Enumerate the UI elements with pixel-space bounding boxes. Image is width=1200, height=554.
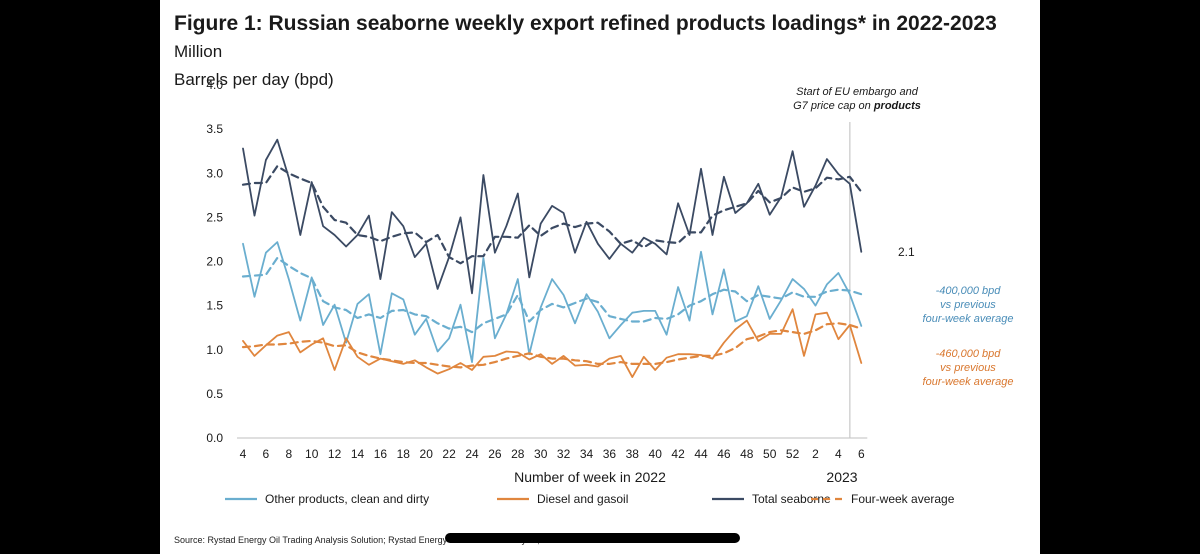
y-tick-label: 0.5	[206, 387, 223, 401]
legend-label: Other products, clean and dirty	[265, 492, 429, 506]
title-unit-part2: Barrels per day (bpd)	[174, 70, 334, 89]
series-four-week-average-diesel	[241, 322, 863, 369]
x-tick-label: 42	[671, 447, 685, 461]
x-tick-label: 6	[858, 447, 865, 461]
x-tick-label: 14	[351, 447, 365, 461]
diesel-note-line1: -460,000 bpd	[935, 348, 1001, 360]
x-tick-label: 8	[285, 447, 292, 461]
other-note-line1: -400,000 bpd	[935, 285, 1001, 297]
diesel-note-line2: vs previous	[940, 362, 996, 374]
x-tick-label: 4	[240, 447, 247, 461]
series-four-week-average-other-products	[241, 256, 863, 334]
series-other-products-clean-and-dirty	[242, 241, 863, 364]
y-tick-label: 4.0	[206, 78, 223, 92]
source-note: Source: Rystad Energy Oil Trading Analys…	[174, 535, 573, 545]
x-tick-label: 48	[740, 447, 754, 461]
x-tick-label: 28	[511, 447, 525, 461]
x-tick-label: 34	[580, 447, 594, 461]
y-tick-label: 1.0	[206, 343, 223, 357]
series-four-week-average-total-seaborne	[241, 165, 863, 265]
x-tick-label: 38	[626, 447, 640, 461]
embargo-line2-bold: products	[873, 100, 921, 112]
other-products-change-note: -400,000 bpd vs previous four-week avera…	[908, 284, 1028, 326]
legend-label: Four-week average	[851, 492, 955, 506]
x-tick-label: 6	[263, 447, 270, 461]
y-tick-label: 3.5	[206, 122, 223, 136]
legend-label: Total seaborne	[752, 492, 831, 506]
x-tick-label: 18	[397, 447, 411, 461]
x-tick-label: 12	[328, 447, 342, 461]
x-tick-label: 20	[420, 447, 434, 461]
legend: Other products, clean and dirty Diesel an…	[225, 492, 955, 506]
other-note-line2: vs previous	[940, 299, 996, 311]
series-total-seaborne	[242, 138, 863, 295]
x-tick-label: 52	[786, 447, 800, 461]
x-tick-label: 30	[534, 447, 548, 461]
x-tick-label: 44	[694, 447, 708, 461]
x-tick-label: 10	[305, 447, 319, 461]
redaction-bar	[445, 533, 740, 543]
x-tick-label: 16	[374, 447, 388, 461]
y-tick-label: 0.0	[206, 431, 223, 445]
x-tick-label: 40	[649, 447, 663, 461]
x-tick-label: 2	[812, 447, 819, 461]
y-tick-label: 3.0	[206, 166, 223, 180]
x-tick-label: 32	[557, 447, 571, 461]
figure-title: Figure 1: Russian seaborne weekly export…	[174, 10, 1034, 93]
series-group	[241, 138, 863, 379]
diesel-note-line3: four-week average	[922, 376, 1014, 388]
title-main: Figure 1: Russian seaborne weekly export…	[174, 12, 997, 35]
diesel-change-note: -460,000 bpd vs previous four-week avera…	[908, 347, 1028, 389]
x-axis-title: Number of week in 2022	[514, 469, 666, 485]
total-end-value-label: 2.1	[898, 245, 915, 259]
x-tick-label: 50	[763, 447, 777, 461]
embargo-annotation: Start of EU embargo and G7 price cap on …	[772, 85, 942, 113]
x-tick-label: 24	[465, 447, 479, 461]
title-unit-part1: Million	[174, 42, 223, 61]
y-tick-label: 2.0	[206, 255, 223, 269]
series-diesel-and-gasoil	[242, 308, 863, 379]
x-tick-label: 46	[717, 447, 731, 461]
x-tick-label: 22	[442, 447, 456, 461]
y-tick-label: 2.5	[206, 210, 223, 224]
embargo-line2-pre: G7 price cap on	[793, 100, 871, 112]
y-axis-ticks: 0.0 0.5 1.0 1.5 2.0 2.5 3.0 3.5 4.0	[206, 78, 223, 445]
x-tick-label: 36	[603, 447, 617, 461]
other-note-line3: four-week average	[922, 313, 1014, 325]
x-tick-label: 26	[488, 447, 502, 461]
year-2023-label: 2023	[826, 469, 857, 485]
embargo-line1: Start of EU embargo and	[796, 86, 918, 98]
legend-label: Diesel and gasoil	[537, 492, 628, 506]
x-tick-label: 4	[835, 447, 842, 461]
y-tick-label: 1.5	[206, 299, 223, 313]
line-chart: 0.00.51.01.52.02.53.03.54.0 4 6 8 10 12 14 16 1…	[206, 78, 955, 506]
x-axis: 4 6 8 10 12 14 16 18 20 22 24 26 28 30 32 34 36 38 40 42 44 4…	[237, 437, 868, 461]
figure-panel: Figure 1: Russian seaborne weekly export…	[160, 0, 1040, 554]
